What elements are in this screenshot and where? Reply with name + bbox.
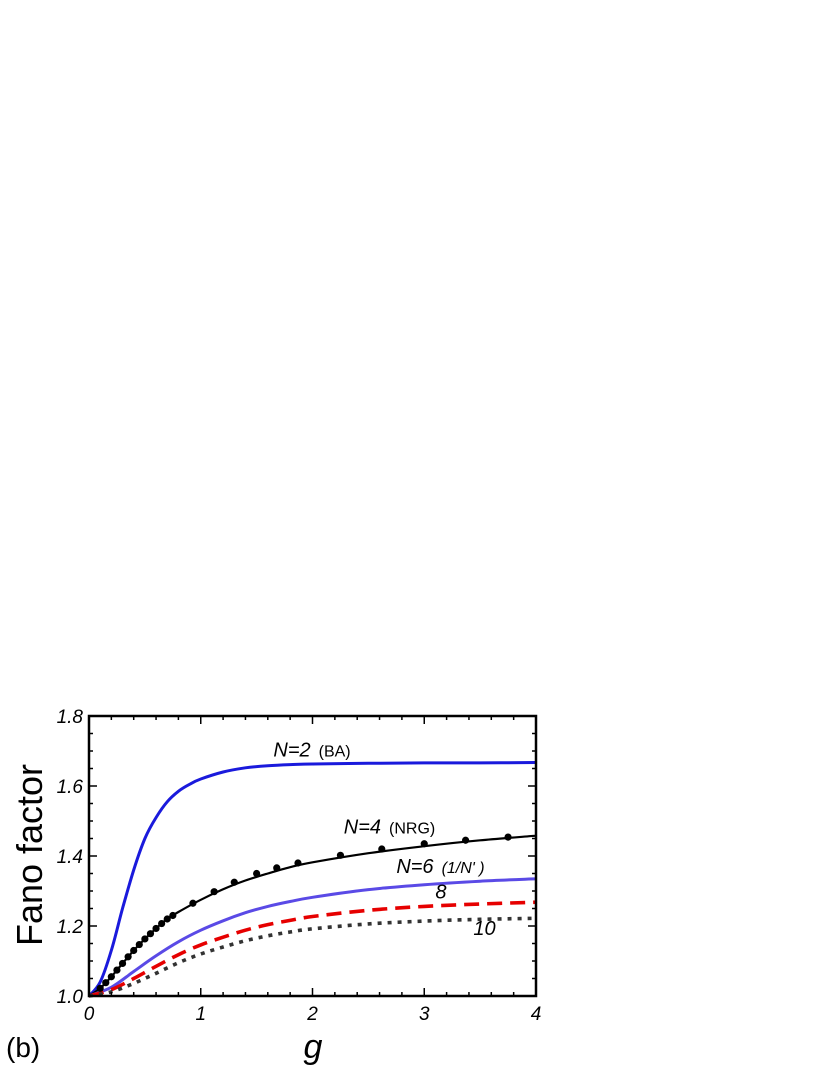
n4-marker-3 (113, 966, 121, 974)
n4-marker-10 (152, 924, 160, 933)
n4-marker-2 (107, 973, 115, 981)
n4-marker-14 (189, 899, 197, 907)
n4-marker-17 (253, 869, 261, 878)
y-tick-label: 1.6 (57, 777, 84, 798)
n4-marker-15 (210, 888, 218, 896)
marker-layer (96, 833, 512, 992)
n4-marker-1 (102, 979, 110, 987)
x-tick-label: 4 (531, 1004, 542, 1025)
series-line-0 (87, 761, 537, 998)
n4-marker-6 (130, 946, 138, 955)
curve-annotation-2: N=6 (1/N' ) (396, 856, 484, 878)
curve-annotation-1: N=4 (NRG) (344, 816, 435, 838)
n4-marker-19 (294, 859, 302, 867)
curve-annotation-3: 8 (435, 882, 446, 904)
tick-label-layer: 0 1 2 3 4 1.0 1.2 1.4 1.6 1.8 (57, 707, 542, 1025)
series-line-5 (88, 916, 537, 998)
annotation-layer: N=2 (BA) N=4 (NRG) N=6 (1/N' ) 8 10 (273, 739, 495, 940)
n4-marker-23 (461, 836, 470, 844)
n4-marker-7 (135, 940, 143, 949)
y-tick-label: 1.8 (57, 707, 84, 728)
y-tick-label: 1.4 (57, 847, 83, 868)
x-tick-label: 0 (84, 1004, 95, 1025)
series-line-3 (88, 877, 537, 998)
n4-marker-9 (146, 930, 155, 938)
y-tick-label: 1.0 (57, 987, 84, 1008)
tick-layer (88, 715, 537, 997)
n4-marker-5 (124, 953, 132, 961)
n4-marker-24 (504, 833, 512, 841)
series-layer (87, 761, 537, 998)
n4-marker-22 (420, 840, 428, 848)
x-tick-label: 2 (306, 1004, 318, 1025)
n4-marker-20 (336, 851, 345, 859)
n4-marker-21 (378, 845, 386, 853)
n4-marker-16 (230, 878, 238, 886)
x-tick-label: 3 (419, 1004, 430, 1025)
x-axis-title: g (304, 1028, 323, 1066)
n4-marker-12 (163, 915, 171, 923)
n4-marker-4 (118, 959, 127, 968)
y-axis-title: Fano factor (9, 764, 50, 946)
x-tick-label: 1 (195, 1004, 206, 1025)
series-line-4 (88, 900, 537, 998)
n4-marker-18 (273, 864, 281, 872)
n4-marker-0 (96, 984, 104, 992)
n4-marker-13 (169, 911, 177, 920)
n4-marker-11 (158, 919, 166, 928)
curve-annotation-0: N=2 (BA) (273, 739, 350, 761)
curve-annotation-4: 10 (473, 918, 495, 940)
panel-label: (b) (6, 1032, 40, 1063)
y-tick-label: 1.2 (57, 917, 84, 938)
n4-marker-8 (141, 935, 149, 943)
plot-frame (87, 714, 538, 998)
